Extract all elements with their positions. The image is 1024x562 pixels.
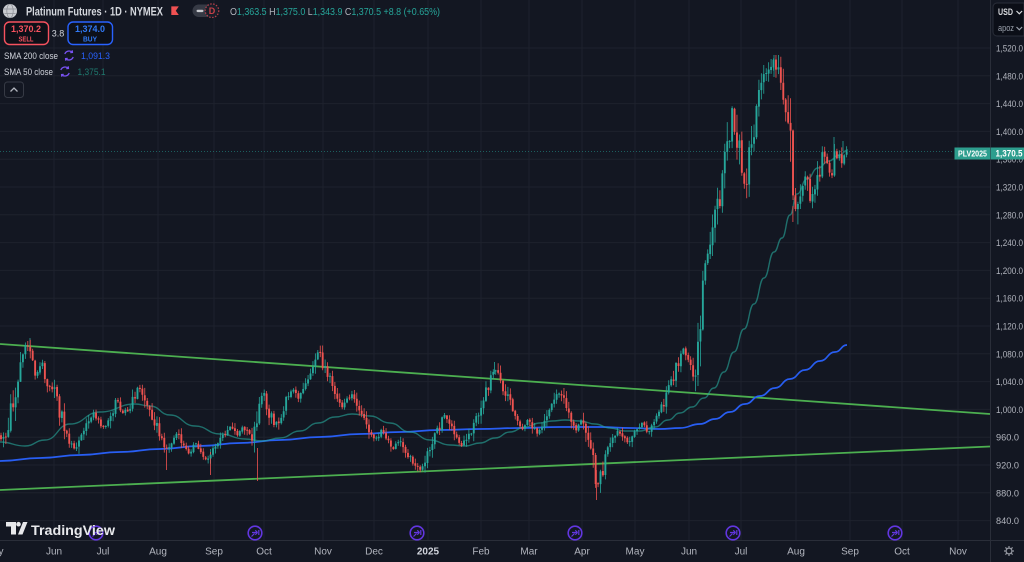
svg-text:1,091.3: 1,091.3 [81,51,110,62]
svg-text:1,040.0: 1,040.0 [996,377,1023,388]
svg-text:SELL: SELL [19,35,34,44]
svg-text:SMA 200 close: SMA 200 close [4,51,58,62]
svg-text:O1,363.5 H1,375.0 L1,343.9 C1,: O1,363.5 H1,375.0 L1,343.9 C1,370.5 +8.8… [230,7,440,18]
svg-text:840.0: 840.0 [996,516,1019,527]
svg-text:May: May [0,547,3,558]
svg-text:3.8: 3.8 [52,29,65,39]
svg-text:Mar: Mar [520,547,538,558]
svg-text:Aug: Aug [149,547,167,558]
svg-text:1,370.2: 1,370.2 [11,24,41,35]
svg-text:1,440.0: 1,440.0 [996,99,1023,110]
svg-text:Nov: Nov [314,547,332,558]
svg-text:1,320.0: 1,320.0 [996,183,1023,194]
svg-text:TradingView: TradingView [31,522,115,538]
svg-text:2025: 2025 [417,547,440,558]
svg-text:1,240.0: 1,240.0 [996,238,1023,249]
svg-text:Apr: Apr [574,547,590,558]
svg-text:1,375.1: 1,375.1 [78,67,106,78]
svg-text:Jun: Jun [46,547,62,558]
svg-text:USD: USD [998,7,1013,18]
svg-text:920.0: 920.0 [996,461,1019,472]
svg-text:1,080.0: 1,080.0 [996,349,1023,360]
svg-text:Dec: Dec [365,547,383,558]
svg-text:1,200.0: 1,200.0 [996,266,1023,277]
svg-text:BUY: BUY [83,35,97,44]
svg-text:Nov: Nov [949,547,967,558]
svg-text:Sep: Sep [205,547,223,558]
svg-text:SMA 50 close: SMA 50 close [4,67,53,78]
svg-text:Oct: Oct [256,547,272,558]
svg-text:1,520.0: 1,520.0 [996,44,1023,55]
svg-text:1,360.0: 1,360.0 [996,155,1023,166]
svg-text:1,370.5: 1,370.5 [996,149,1023,159]
svg-text:Jul: Jul [97,547,110,558]
svg-text:PLV2025: PLV2025 [958,150,987,159]
svg-text:1,480.0: 1,480.0 [996,71,1023,82]
svg-text:apoz: apoz [998,23,1014,33]
svg-text:880.0: 880.0 [996,488,1019,499]
svg-text:Platinum Futures · 1D · NYMEX: Platinum Futures · 1D · NYMEX [26,7,163,19]
svg-text:Aug: Aug [787,547,805,558]
svg-text:960.0: 960.0 [996,433,1019,444]
svg-text:Jul: Jul [735,547,748,558]
svg-text:1,000.0: 1,000.0 [996,405,1023,416]
svg-text:May: May [626,547,645,558]
svg-text:1,400.0: 1,400.0 [996,127,1023,138]
svg-text:1,374.0: 1,374.0 [75,24,105,35]
svg-text:1,280.0: 1,280.0 [996,210,1023,221]
svg-text:Oct: Oct [894,547,910,558]
svg-text:Jun: Jun [681,547,697,558]
svg-text:1,160.0: 1,160.0 [996,294,1023,305]
svg-text:1,120.0: 1,120.0 [996,322,1023,333]
svg-text:D: D [209,6,216,16]
svg-text:Sep: Sep [841,547,859,558]
svg-text:Feb: Feb [472,547,490,558]
